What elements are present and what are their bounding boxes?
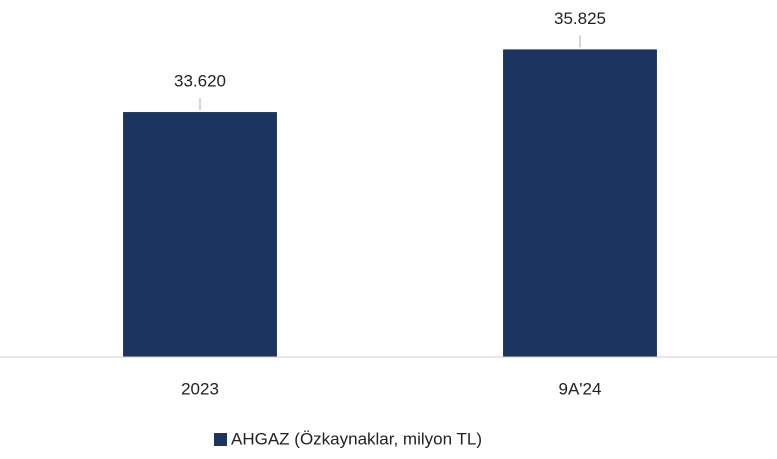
legend-label: AHGAZ (Özkaynaklar, milyon TL): [231, 429, 482, 448]
value-label: 33.620: [174, 72, 226, 91]
bar: [123, 112, 277, 357]
x-tick-label: 2023: [181, 379, 219, 398]
x-tick-label: 9A'24: [559, 379, 602, 398]
legend-swatch: [214, 433, 227, 446]
bar: [503, 49, 657, 357]
value-label: 35.825: [554, 9, 606, 28]
